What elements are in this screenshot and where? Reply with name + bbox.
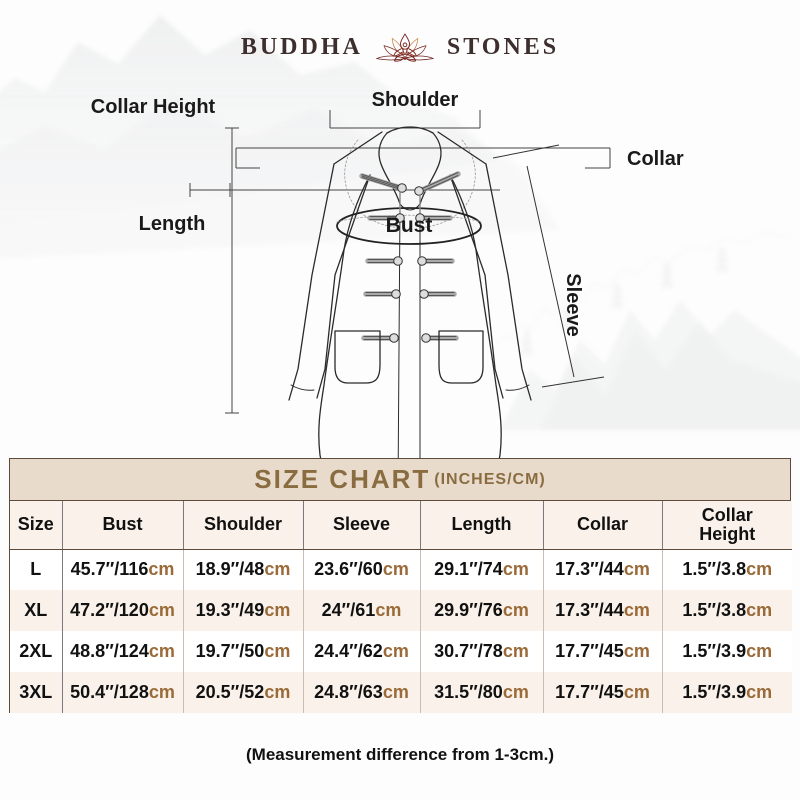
svg-text:Bust: Bust xyxy=(386,214,433,237)
svg-text:Collar: Collar xyxy=(627,148,684,170)
svg-text:Length: Length xyxy=(139,213,206,235)
svg-text:Sleeve: Sleeve xyxy=(562,273,584,336)
svg-text:Collar Height: Collar Height xyxy=(91,96,216,118)
svg-text:Shoulder: Shoulder xyxy=(372,89,459,111)
